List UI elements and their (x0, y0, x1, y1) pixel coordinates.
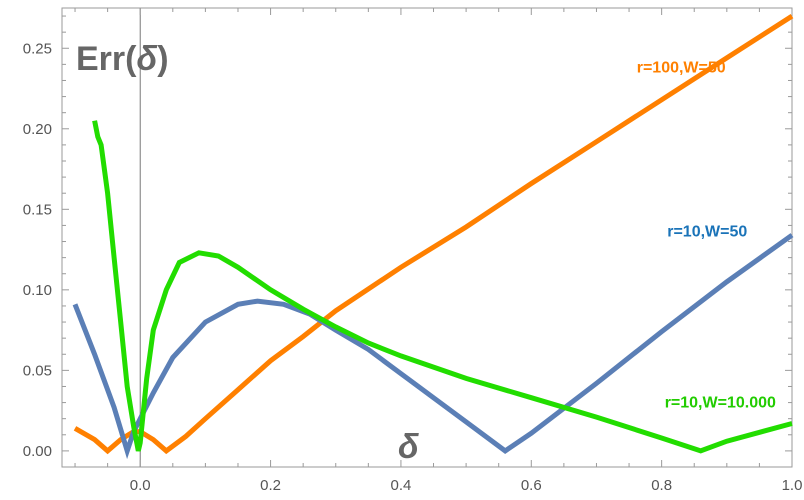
y-axis-title-suffix: ) (157, 40, 168, 78)
x-tick-label: 0.2 (260, 477, 281, 494)
x-tick-label: 0.6 (521, 477, 542, 494)
axis-ticks: 0.0 0.2 0.4 0.6 0.8 1.0 0.00 0.05 0.10 0.15 0.20 0.… (23, 8, 803, 494)
y-tick-label: 0.00 (23, 443, 52, 460)
x-tick-label: 0.0 (130, 477, 151, 494)
series-line-r10-w10000 (92, 120, 793, 454)
x-tick-label: 0.4 (390, 477, 411, 494)
y-axis-title-prefix: Err( (76, 40, 137, 78)
y-tick-label: 0.10 (23, 282, 52, 299)
series-line-r10-w50 (72, 233, 794, 460)
x-tick-label: 0.8 (651, 477, 672, 494)
y-tick-label: 0.05 (23, 362, 52, 379)
y-tick-label: 0.20 (23, 121, 52, 138)
series-label: r=100,W=50 (637, 59, 726, 76)
series-label: r=10,W=10.000 (665, 394, 776, 411)
x-tick-label: 1.0 (782, 477, 803, 494)
y-tick-label: 0.15 (23, 201, 52, 218)
series-lines (72, 13, 794, 460)
y-axis-title-symbol: δ (136, 40, 157, 78)
x-axis-title: δ (398, 428, 419, 466)
y-tick-label: 0.25 (23, 40, 52, 57)
y-axis-title: Err(δ) (76, 40, 169, 78)
series-label: r=10,W=50 (667, 224, 747, 241)
series-labels: r=100,W=50 r=10,W=50 r=10,W=10.000 (637, 59, 776, 411)
